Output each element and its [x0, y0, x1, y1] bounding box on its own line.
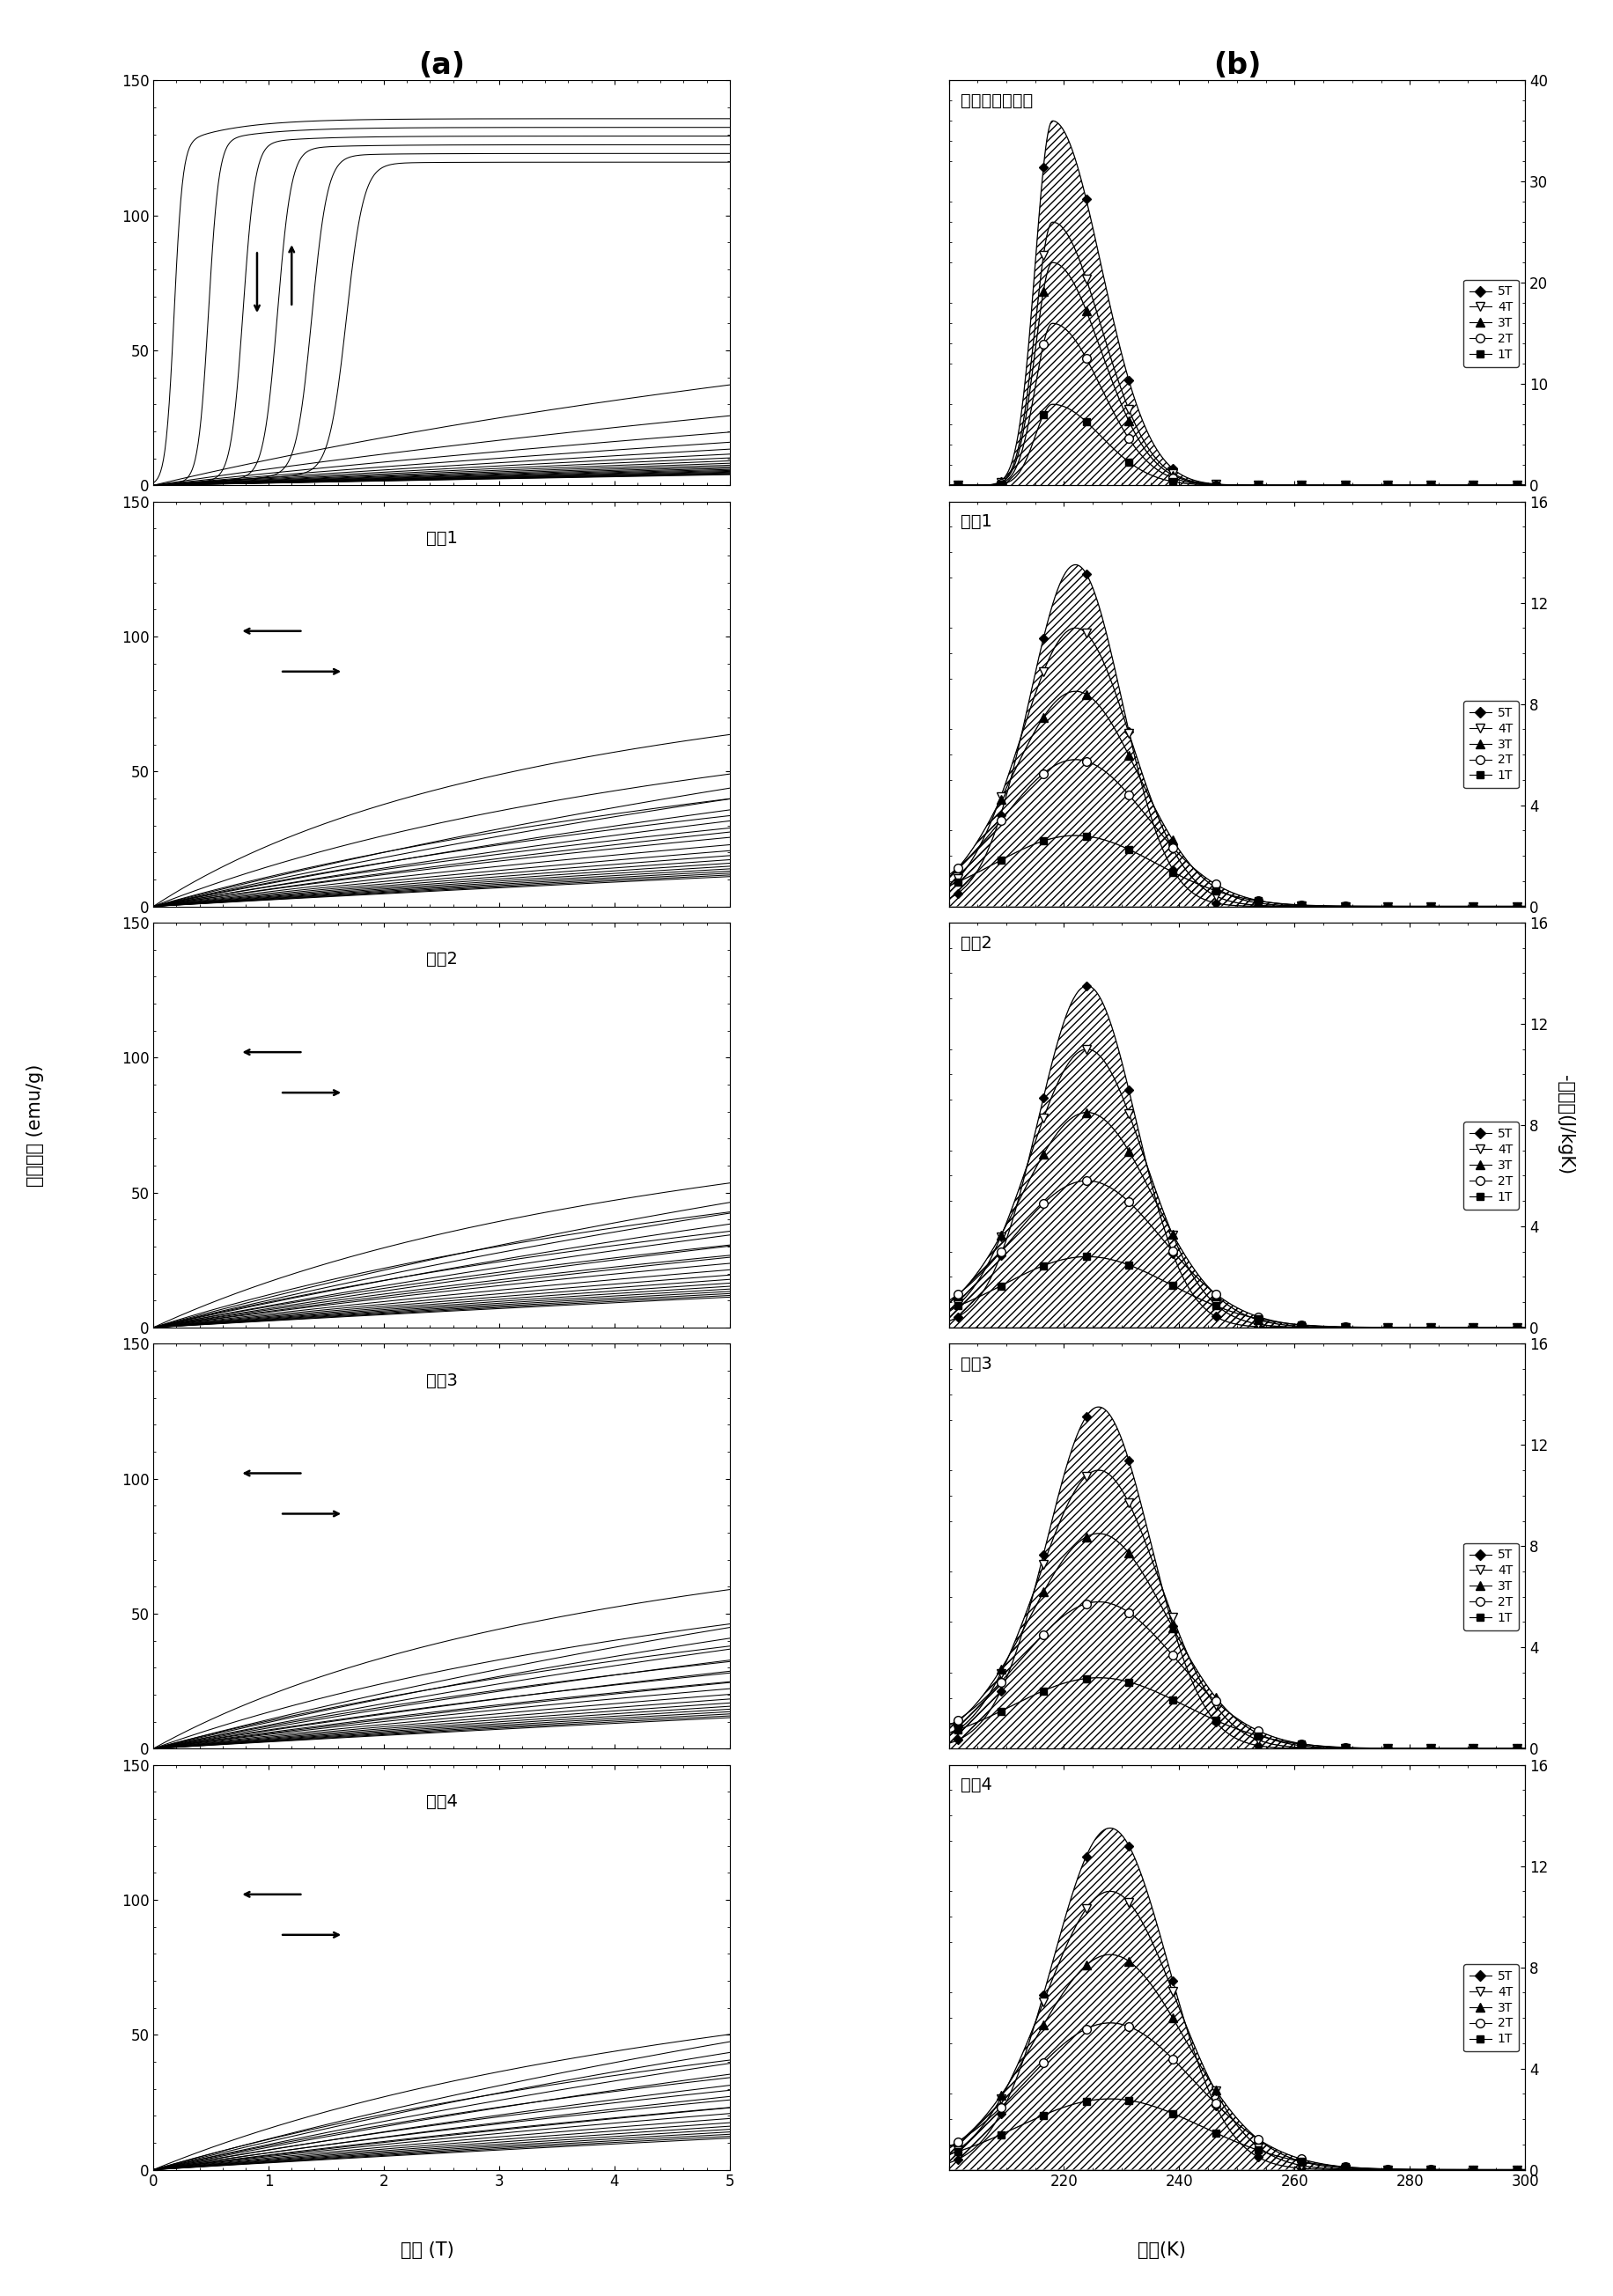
Text: 材枙1: 材枙1	[960, 514, 992, 530]
Text: -磁熵变(J/kgK): -磁熵变(J/kgK)	[1557, 1075, 1573, 1176]
Legend: 5T, 4T, 3T, 2T, 1T: 5T, 4T, 3T, 2T, 1T	[1463, 280, 1518, 367]
Text: 材枙3: 材枙3	[426, 1373, 456, 1389]
Legend: 5T, 4T, 3T, 2T, 1T: 5T, 4T, 3T, 2T, 1T	[1463, 1963, 1518, 2053]
Legend: 5T, 4T, 3T, 2T, 1T: 5T, 4T, 3T, 2T, 1T	[1463, 700, 1518, 788]
Text: 温度(K): 温度(K)	[1137, 2241, 1186, 2259]
Text: 材枙2: 材枙2	[426, 951, 456, 967]
Legend: 5T, 4T, 3T, 2T, 1T: 5T, 4T, 3T, 2T, 1T	[1463, 1543, 1518, 1630]
Text: 材枙2: 材枙2	[960, 934, 992, 951]
Legend: 5T, 4T, 3T, 2T, 1T: 5T, 4T, 3T, 2T, 1T	[1463, 1123, 1518, 1210]
Text: 磁场 (T): 磁场 (T)	[400, 2241, 455, 2259]
Text: 材枙1: 材枙1	[426, 530, 456, 546]
Title: (a): (a)	[418, 51, 465, 80]
Text: 材枙3: 材枙3	[960, 1357, 992, 1373]
Title: (b): (b)	[1213, 51, 1260, 80]
Text: 材枙4: 材枙4	[426, 1793, 456, 1809]
Text: 磁化强度 (emu/g): 磁化强度 (emu/g)	[27, 1063, 44, 1187]
Text: 材枙4: 材枙4	[960, 1777, 992, 1793]
Text: 合金颗粒固化前: 合金颗粒固化前	[960, 92, 1032, 110]
